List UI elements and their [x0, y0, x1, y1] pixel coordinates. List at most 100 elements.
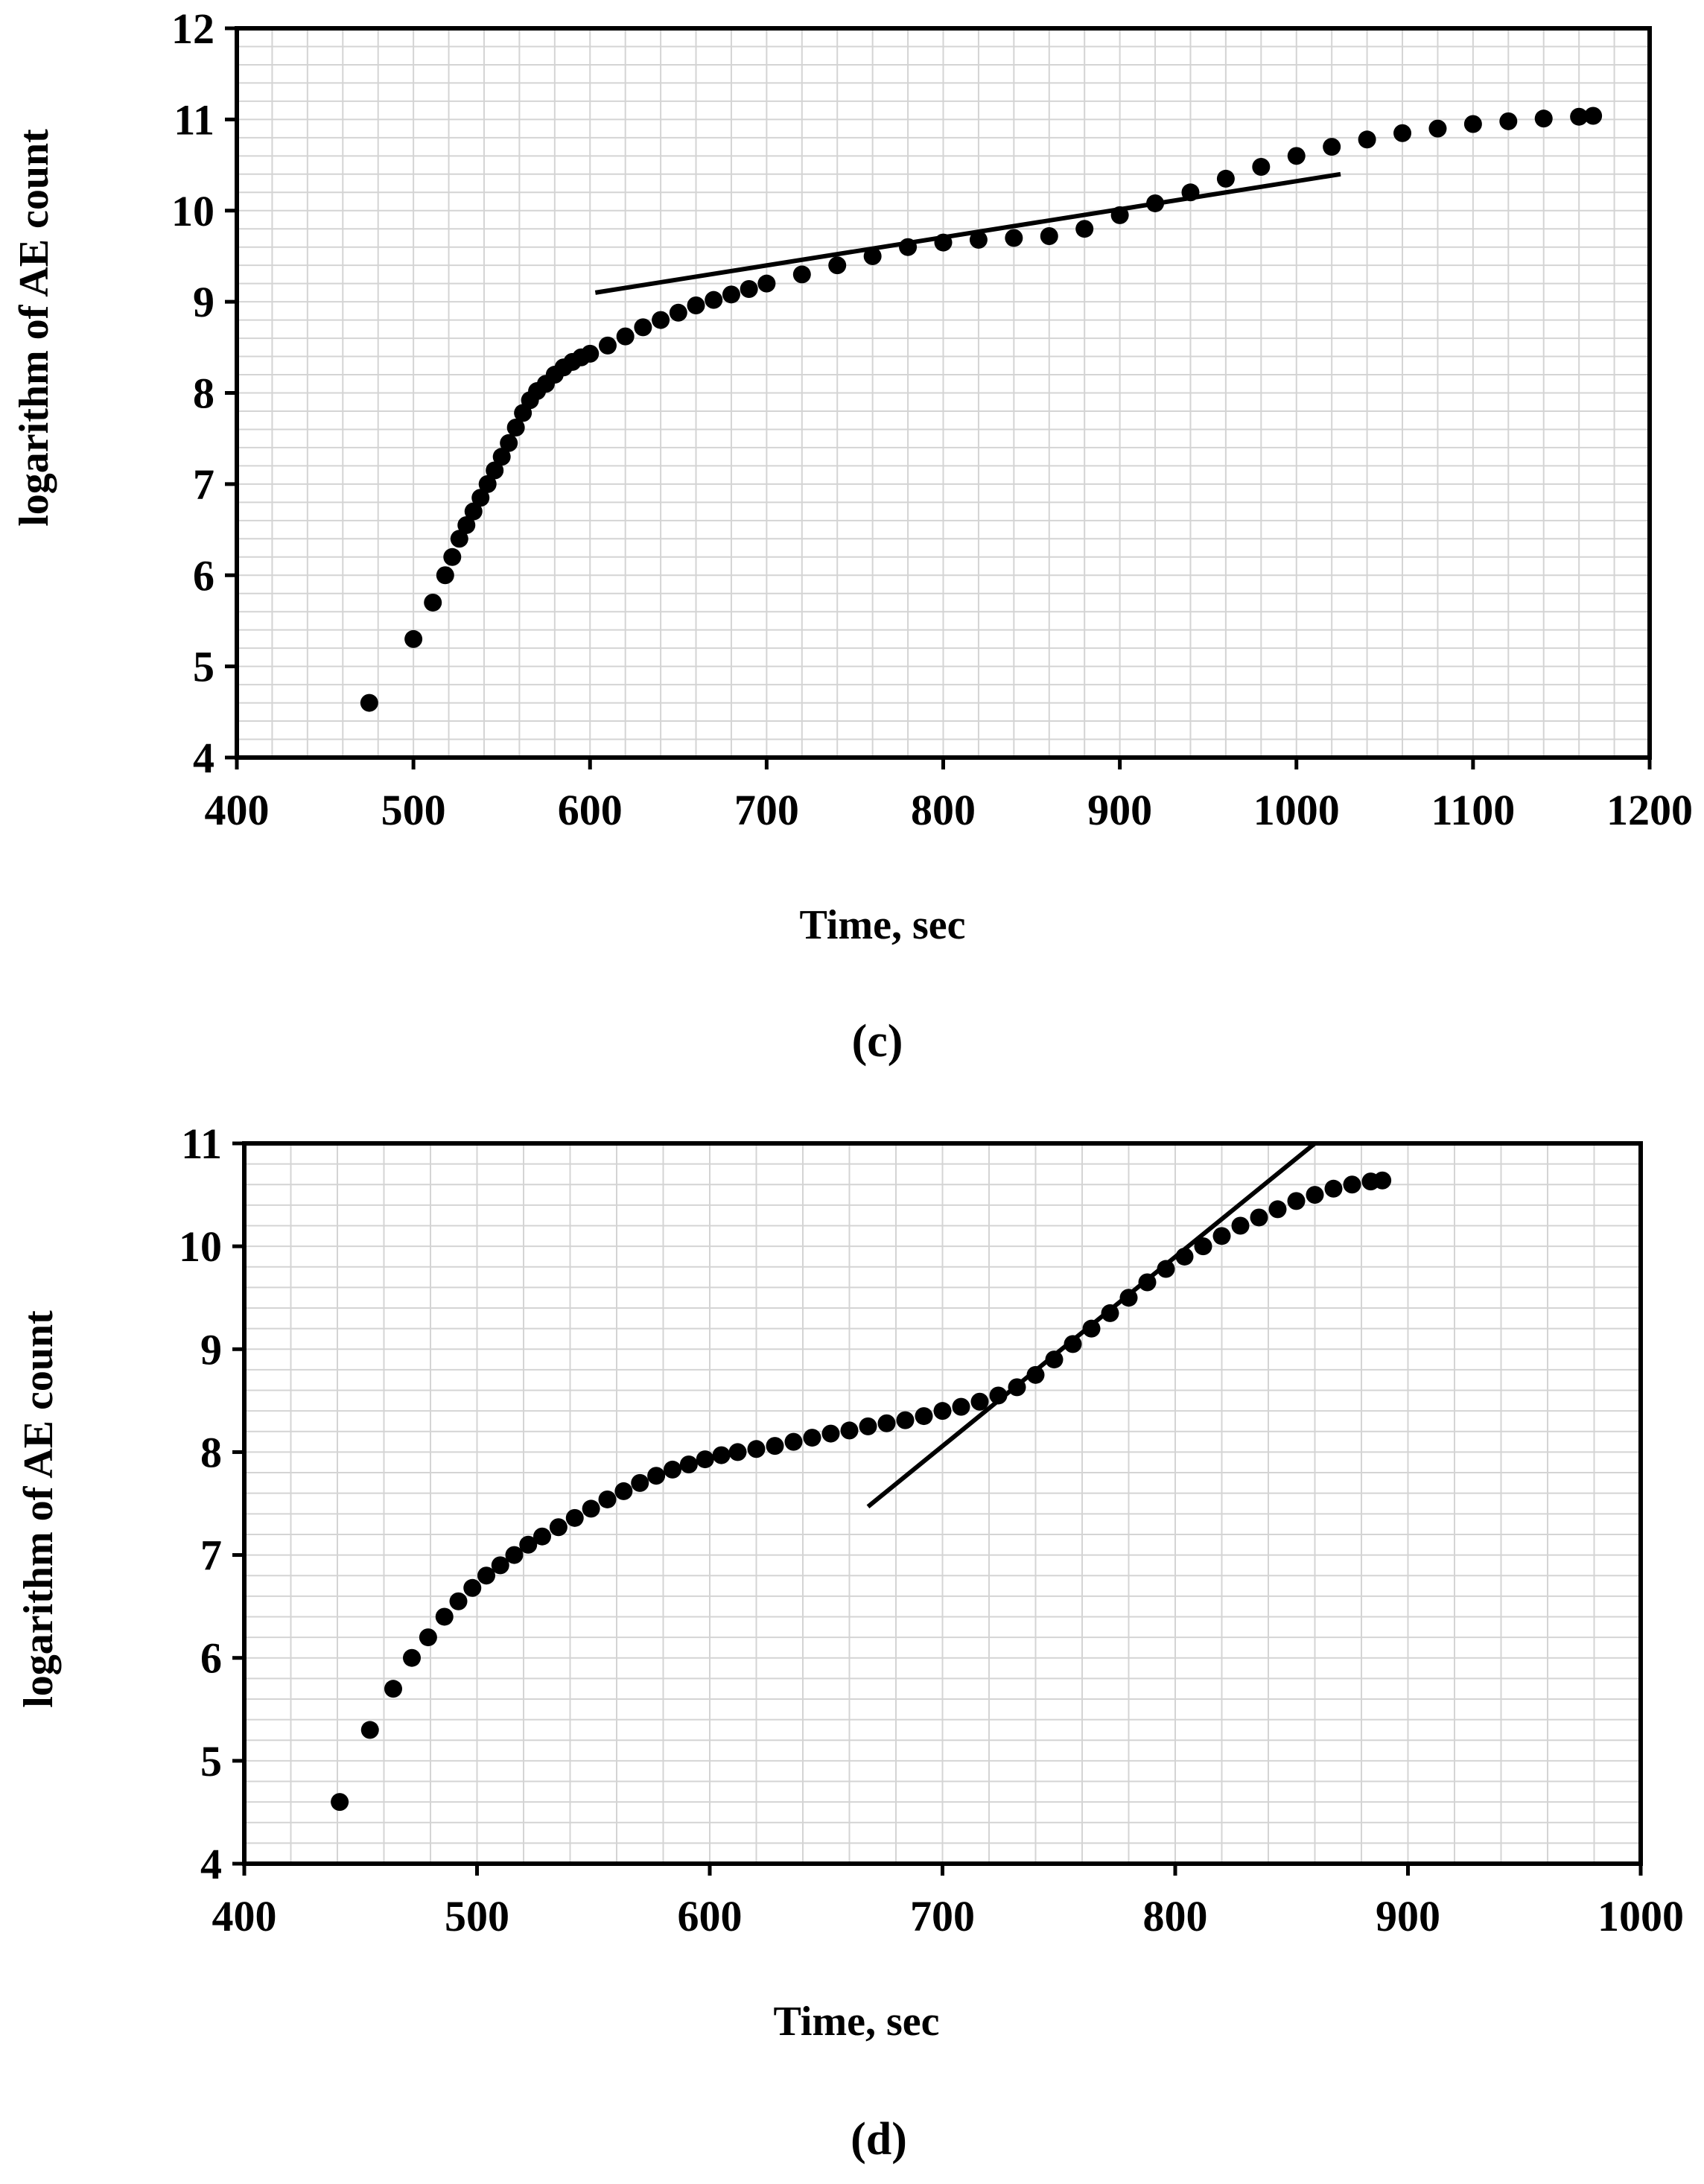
data-point — [757, 274, 776, 293]
data-point — [403, 1648, 421, 1667]
x-tick-label: 500 — [381, 786, 446, 834]
data-point — [634, 318, 652, 337]
x-tick-label: 700 — [910, 1892, 975, 1940]
x-tick-label: 1000 — [1253, 786, 1340, 834]
data-point — [1323, 138, 1341, 156]
data-point — [1157, 1260, 1175, 1278]
data-point — [384, 1680, 402, 1698]
data-point — [933, 1402, 952, 1420]
data-point — [821, 1424, 840, 1443]
data-point — [1064, 1335, 1082, 1353]
data-point — [506, 419, 525, 437]
chart-panel-c: 400 500 600 700 800 900 1000 1100 1200 4 5 6 7 8 9 10 11… — [0, 0, 1704, 1080]
x-tick-label: 800 — [911, 786, 976, 834]
data-point — [491, 1556, 509, 1575]
data-point — [519, 1535, 538, 1554]
data-point — [989, 1386, 1008, 1405]
data-point — [443, 547, 462, 566]
data-point — [784, 1432, 803, 1451]
data-point — [505, 1546, 524, 1564]
data-point — [549, 1518, 568, 1537]
y-tick-label: 5 — [193, 643, 214, 691]
data-point — [766, 1437, 784, 1456]
x-tick-label: 700 — [734, 786, 799, 834]
y-tick-label: 8 — [193, 369, 214, 418]
data-point — [728, 1443, 747, 1461]
data-point — [1373, 1171, 1392, 1190]
data-point — [631, 1473, 649, 1492]
data-point — [464, 502, 483, 521]
data-point — [463, 1578, 482, 1597]
data-point — [969, 230, 988, 249]
x-tick-label: 900 — [1376, 1892, 1440, 1940]
data-point — [859, 1417, 877, 1435]
y-tick-label: 10 — [171, 187, 214, 235]
x-tick-label: 400 — [205, 786, 270, 834]
data-point — [652, 311, 670, 329]
data-point — [915, 1407, 933, 1426]
data-point — [435, 1607, 454, 1626]
data-point — [952, 1397, 970, 1416]
y-tick-label: 4 — [193, 734, 214, 782]
x-tick-label: 600 — [558, 786, 623, 834]
x-tick-label: 900 — [1087, 786, 1152, 834]
data-point — [614, 1482, 633, 1500]
data-point — [598, 1490, 617, 1508]
data-point — [712, 1446, 731, 1464]
data-point — [1075, 220, 1094, 238]
data-point — [1463, 115, 1482, 133]
data-point — [1212, 1227, 1231, 1245]
chart-d-ticks: 400 500 600 700 800 900 1000 4 5 6 7 8 9 10 11 — [179, 1120, 1684, 1940]
y-tick-label: 5 — [200, 1737, 222, 1785]
data-point — [740, 279, 758, 298]
data-point — [360, 1721, 379, 1739]
trend-line — [594, 171, 1341, 295]
data-point — [598, 336, 617, 355]
data-point — [1534, 109, 1553, 128]
data-point — [616, 327, 635, 346]
chart-c-y-axis-title: logarithm of AE count — [11, 129, 57, 527]
data-point — [1499, 112, 1518, 130]
data-point — [1428, 119, 1447, 138]
chart-c-svg: 400 500 600 700 800 900 1000 1100 1200 4 5 6 7 8 9 10 11… — [11, 4, 1693, 1067]
data-point — [436, 566, 454, 585]
data-point — [1287, 147, 1306, 165]
data-point — [1231, 1216, 1250, 1235]
x-tick-label: 800 — [1143, 1892, 1208, 1940]
y-tick-label: 11 — [174, 95, 214, 144]
data-point — [722, 285, 740, 304]
data-point — [1194, 1237, 1212, 1256]
data-point — [669, 303, 687, 322]
data-point — [840, 1421, 859, 1440]
data-point — [1005, 229, 1023, 247]
y-tick-label: 8 — [200, 1428, 222, 1476]
data-point — [582, 1499, 600, 1518]
y-tick-label: 4 — [200, 1840, 222, 1888]
data-point — [500, 434, 518, 452]
data-point — [863, 247, 882, 265]
data-point — [419, 1628, 437, 1647]
data-point — [1040, 227, 1058, 246]
chart-c-caption: (c) — [852, 1016, 903, 1067]
data-point — [1584, 107, 1603, 125]
y-tick-label: 10 — [179, 1222, 222, 1271]
data-point — [478, 474, 497, 493]
y-tick-label: 12 — [171, 4, 214, 53]
trend-line — [866, 1141, 1317, 1508]
data-point — [647, 1467, 666, 1485]
data-point — [471, 489, 490, 507]
data-point — [492, 448, 511, 466]
data-point — [828, 256, 847, 275]
data-point — [331, 1793, 349, 1812]
x-tick-label: 500 — [445, 1892, 509, 1940]
data-point — [477, 1566, 495, 1585]
data-point — [1393, 124, 1412, 142]
data-point — [1324, 1179, 1343, 1198]
y-tick-label: 6 — [200, 1634, 222, 1683]
chart-panel-d: 400 500 600 700 800 900 1000 4 5 6 7 8 9 10 11 Time, s… — [0, 1102, 1704, 2184]
chart-d-svg: 400 500 600 700 800 900 1000 4 5 6 7 8 9 10 11 Time, s… — [16, 1120, 1684, 2165]
data-point — [1306, 1186, 1324, 1204]
chart-c-grid — [237, 28, 1650, 758]
chart-d-grid — [244, 1143, 1641, 1864]
data-point — [1216, 169, 1235, 188]
